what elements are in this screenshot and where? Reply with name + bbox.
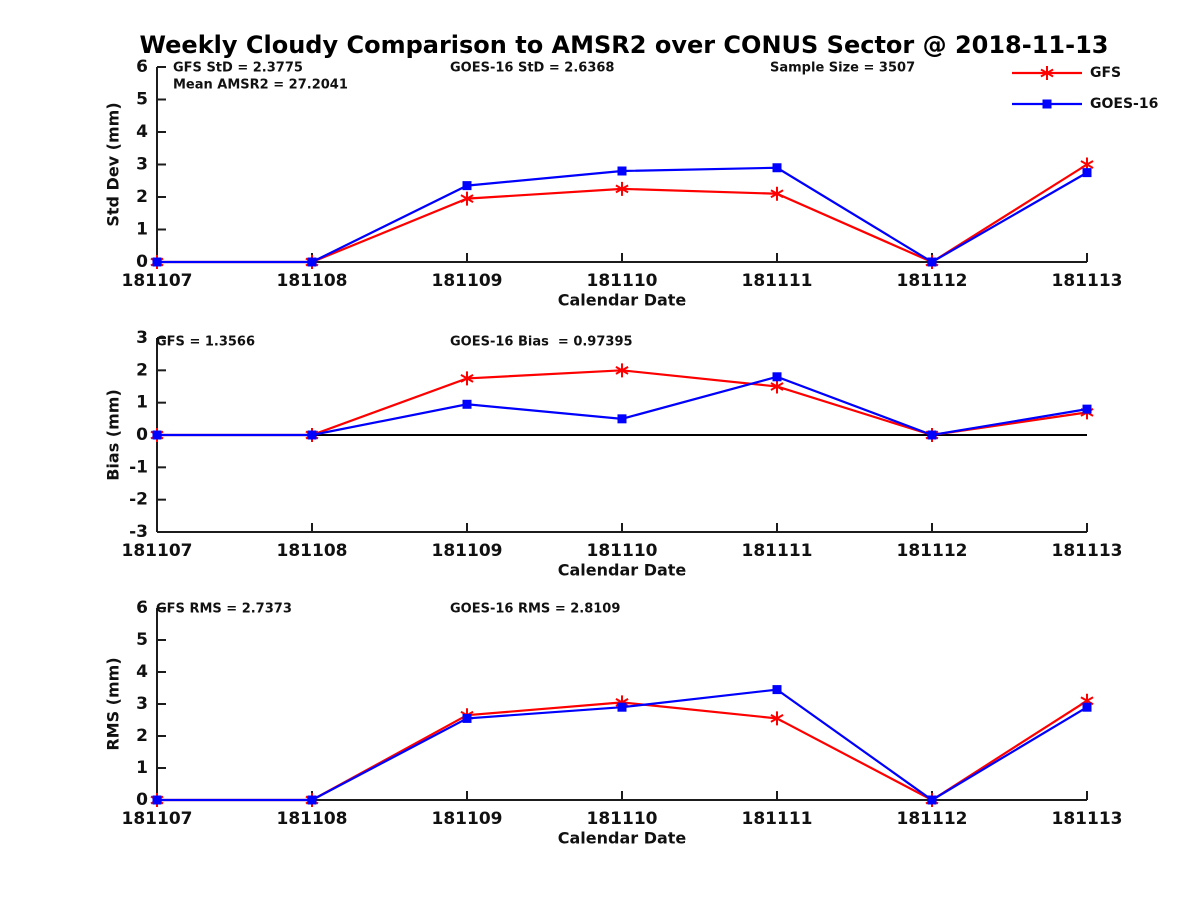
bias-panel-x-tick-label: 181111	[742, 541, 813, 561]
bias-panel-y-tick-label: 3	[136, 328, 148, 348]
rms-panel-x-tick-label: 181108	[277, 809, 348, 829]
bias-panel-marker-goes16	[772, 372, 782, 382]
std-dev-panel-x-axis-label: Calendar Date	[558, 291, 687, 310]
rms-panel-line-gfs	[157, 699, 1088, 802]
rms-panel-y-tick-label: 4	[136, 662, 148, 682]
bias-panel-y-tick-label: -3	[129, 522, 148, 542]
bias-panel-marker-gfs	[770, 379, 784, 394]
bias-panel-y-axis-label: Bias (mm)	[104, 389, 123, 481]
std-dev-panel-y-tick-label: 6	[136, 57, 148, 77]
std-dev-panel-y-tick-label: 5	[136, 90, 148, 110]
bias-panel-y-tick-label: -1	[129, 457, 148, 477]
std-dev-panel-x-tick-label: 181109	[432, 271, 503, 291]
std-dev-panel-line-gfs	[157, 163, 1088, 264]
std-dev-panel-annotation: GFS StD = 2.3775	[173, 61, 303, 76]
std-dev-panel-x-tick-label: 181112	[897, 271, 968, 291]
bias-panel-y-tick-label: 1	[136, 393, 148, 413]
bias-panel-line-gfs	[157, 369, 1088, 437]
std-dev-panel-x-tick-label: 181111	[742, 271, 813, 291]
rms-panel-y-tick-label: 6	[136, 598, 148, 618]
rms-panel-y-tick-label: 2	[136, 726, 148, 746]
std-dev-panel-marker-goes16	[152, 257, 162, 267]
bias-panel-marker-goes16	[462, 399, 472, 409]
chart-title: Weekly Cloudy Comparison to AMSR2 over C…	[139, 31, 1109, 59]
std-dev-panel-marker-gfs	[460, 191, 474, 206]
rms-panel-y-axis-label: RMS (mm)	[104, 657, 123, 750]
std-dev-panel-annotation: Mean AMSR2 = 27.2041	[173, 78, 348, 93]
std-dev-panel-x-tick-label: 181113	[1052, 271, 1123, 291]
bias-panel-x-tick-label: 181108	[277, 541, 348, 561]
std-dev-panel-marker-gfs	[615, 181, 629, 196]
std-dev-panel-annotation: GOES-16 StD = 2.6368	[450, 61, 614, 76]
bias-panel-x-tick-label: 181113	[1052, 541, 1123, 561]
rms-panel-x-tick-label: 181110	[587, 809, 658, 829]
rms-panel-x-tick-label: 181113	[1052, 809, 1123, 829]
std-dev-panel-x-tick-label: 181107	[122, 271, 193, 291]
bias-panel-annotation: GOES-16 Bias = 0.97395	[450, 335, 633, 350]
rms-panel-annotation: GFS RMS = 2.7373	[156, 602, 292, 617]
bias-panel-x-tick-label: 181107	[122, 541, 193, 561]
legend-marker-gfs	[1040, 66, 1054, 80]
legend-marker-goes16	[1042, 99, 1052, 109]
rms-panel-y-tick-label: 5	[136, 630, 148, 650]
rms-panel-marker-gfs	[770, 711, 784, 726]
rms-panel-marker-goes16	[927, 795, 937, 805]
bias-panel-line-goes16	[157, 375, 1088, 437]
rms-panel-marker-goes16	[772, 685, 782, 695]
rms-panel-x-axis-label: Calendar Date	[558, 829, 687, 848]
std-dev-panel-y-tick-label: 1	[136, 220, 148, 240]
rms-panel-marker-goes16	[307, 795, 317, 805]
std-dev-panel-marker-goes16	[462, 181, 472, 191]
bias-panel-marker-gfs	[615, 363, 629, 378]
legend-label-gfs: GFS	[1090, 65, 1121, 81]
bias-panel-marker-goes16	[152, 430, 162, 440]
rms-panel-y-tick-label: 3	[136, 694, 148, 714]
std-dev-panel-marker-goes16	[307, 257, 317, 267]
rms-panel-marker-goes16	[462, 713, 472, 723]
rms-panel-x-tick-label: 181111	[742, 809, 813, 829]
rms-panel-x-tick-label: 181107	[122, 809, 193, 829]
std-dev-panel-y-axis-label: Std Dev (mm)	[104, 102, 123, 226]
std-dev-panel-marker-goes16	[617, 166, 627, 176]
legend-label-goes16: GOES-16	[1090, 96, 1158, 112]
bias-panel-x-tick-label: 181110	[587, 541, 658, 561]
bias-panel-x-tick-label: 181109	[432, 541, 503, 561]
bias-panel-y-tick-label: -2	[129, 490, 148, 510]
rms-panel-marker-goes16	[152, 795, 162, 805]
rms-panel-marker-goes16	[617, 702, 627, 712]
rms-panel-marker-goes16	[1082, 702, 1092, 712]
rms-panel-x-tick-label: 181109	[432, 809, 503, 829]
bias-panel-y-tick-label: 0	[136, 425, 148, 445]
std-dev-panel-marker-goes16	[772, 163, 782, 173]
std-dev-panel-marker-goes16	[927, 257, 937, 267]
bias-panel-marker-gfs	[460, 371, 474, 386]
std-dev-panel-y-tick-label: 3	[136, 155, 148, 175]
bias-panel-marker-goes16	[927, 430, 937, 440]
std-dev-panel-x-tick-label: 181108	[277, 271, 348, 291]
rms-panel-y-tick-label: 1	[136, 758, 148, 778]
bias-panel-x-axis-label: Calendar Date	[558, 561, 687, 580]
std-dev-panel-marker-gfs	[770, 186, 784, 201]
std-dev-panel-y-tick-label: 0	[136, 252, 148, 272]
bias-panel-annotation: GFS = 1.3566	[156, 335, 255, 350]
bias-panel-marker-goes16	[1082, 404, 1092, 414]
bias-panel-marker-goes16	[617, 414, 627, 424]
std-dev-panel-marker-goes16	[1082, 168, 1092, 178]
std-dev-panel-y-tick-label: 4	[136, 122, 148, 142]
bias-panel-marker-goes16	[307, 430, 317, 440]
rms-panel-y-tick-label: 0	[136, 790, 148, 810]
std-dev-panel-y-tick-label: 2	[136, 187, 148, 207]
rms-panel-annotation: GOES-16 RMS = 2.8109	[450, 602, 620, 617]
bias-panel-x-tick-label: 181112	[897, 541, 968, 561]
std-dev-panel-x-tick-label: 181110	[587, 271, 658, 291]
bias-panel-y-tick-label: 2	[136, 360, 148, 380]
rms-panel-x-tick-label: 181112	[897, 809, 968, 829]
std-dev-panel-annotation: Sample Size = 3507	[770, 61, 915, 76]
